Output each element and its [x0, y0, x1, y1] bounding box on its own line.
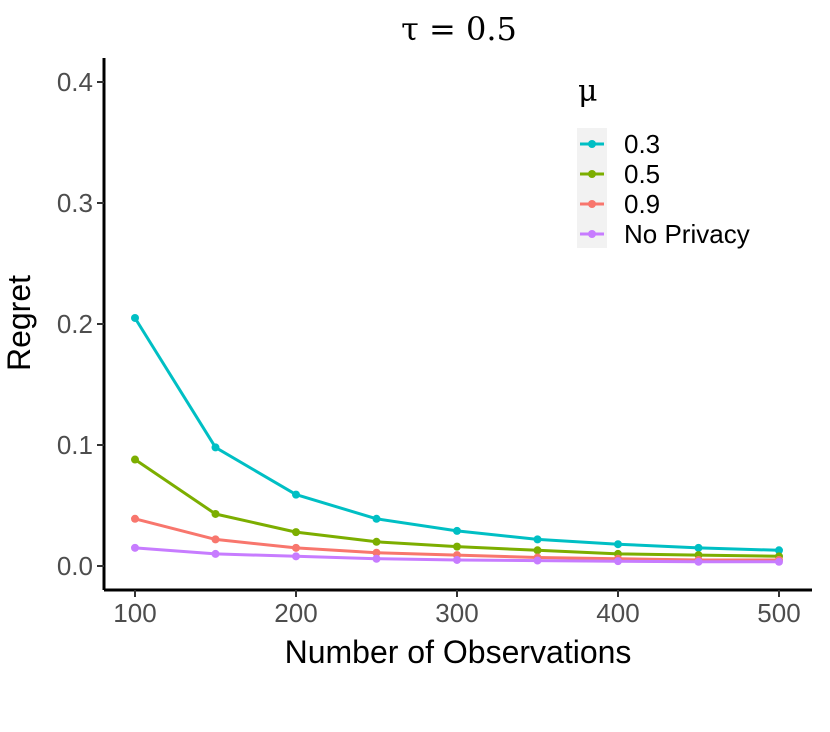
data-point-no-privacy [694, 557, 703, 566]
legend-key-point-0-3 [588, 140, 596, 148]
data-point-0-9 [372, 548, 381, 557]
y-tick-label: 0.0 [57, 551, 93, 581]
data-point-0-3 [533, 535, 542, 544]
data-point-no-privacy [533, 556, 542, 565]
y-tick-label: 0.1 [57, 430, 93, 460]
data-point-no-privacy [131, 543, 139, 552]
data-point-0-5 [211, 509, 220, 518]
x-tick-label: 300 [435, 598, 478, 628]
x-axis: 100 200 300 400 500 [104, 588, 812, 628]
series-line-0-3 [133, 317, 780, 552]
legend-label-0-3: 0.3 [624, 129, 660, 159]
data-point-no-privacy [614, 557, 622, 566]
legend-label-0-5: 0.5 [624, 159, 660, 189]
data-point-0-3 [131, 313, 139, 322]
y-tick-label: 0.4 [57, 67, 93, 97]
y-tick-label: 0.3 [57, 188, 93, 218]
data-point-0-3 [775, 546, 783, 555]
plot-area [131, 313, 783, 566]
data-point-0-9 [211, 535, 220, 544]
data-point-0-3 [614, 540, 622, 549]
data-point-0-9 [292, 543, 300, 552]
legend-key-point-0-9 [588, 200, 596, 208]
x-tick-label: 200 [274, 598, 317, 628]
data-point-0-3 [372, 514, 381, 523]
data-point-no-privacy [453, 555, 461, 564]
data-point-0-9 [131, 514, 139, 523]
data-point-0-3 [292, 490, 300, 499]
data-point-0-3 [211, 443, 220, 452]
data-point-0-3 [694, 543, 703, 552]
data-point-0-5 [453, 542, 461, 551]
data-point-0-5 [372, 537, 381, 546]
legend-title: μ [578, 74, 598, 109]
data-point-no-privacy [292, 552, 300, 561]
data-point-0-5 [131, 455, 139, 464]
legend-key-point-no-privacy [588, 230, 596, 238]
x-tick-label: 100 [113, 598, 156, 628]
y-tick-label: 0.2 [57, 309, 93, 339]
data-point-0-3 [453, 526, 461, 535]
series-no-privacy [131, 543, 783, 566]
y-axis-title: Regret [1, 275, 37, 371]
chart-title: τ = 0.5 [401, 10, 517, 48]
data-point-0-5 [533, 546, 542, 555]
series-0-5 [131, 455, 783, 561]
data-point-no-privacy [211, 549, 220, 558]
series-0-3 [131, 313, 783, 555]
x-tick-label: 400 [596, 598, 639, 628]
legend: μ 0.30.50.9No Privacy [577, 74, 750, 249]
y-axis: 0.0 0.1 0.2 0.3 0.4 [57, 58, 106, 590]
data-point-0-5 [292, 528, 300, 537]
x-axis-title: Number of Observations [285, 634, 632, 670]
legend-key-point-0-5 [588, 170, 596, 178]
legend-label-0-9: 0.9 [624, 189, 660, 219]
data-point-no-privacy [775, 557, 783, 566]
x-tick-label: 500 [757, 598, 800, 628]
data-point-no-privacy [372, 554, 381, 563]
legend-label-no-privacy: No Privacy [624, 219, 750, 249]
